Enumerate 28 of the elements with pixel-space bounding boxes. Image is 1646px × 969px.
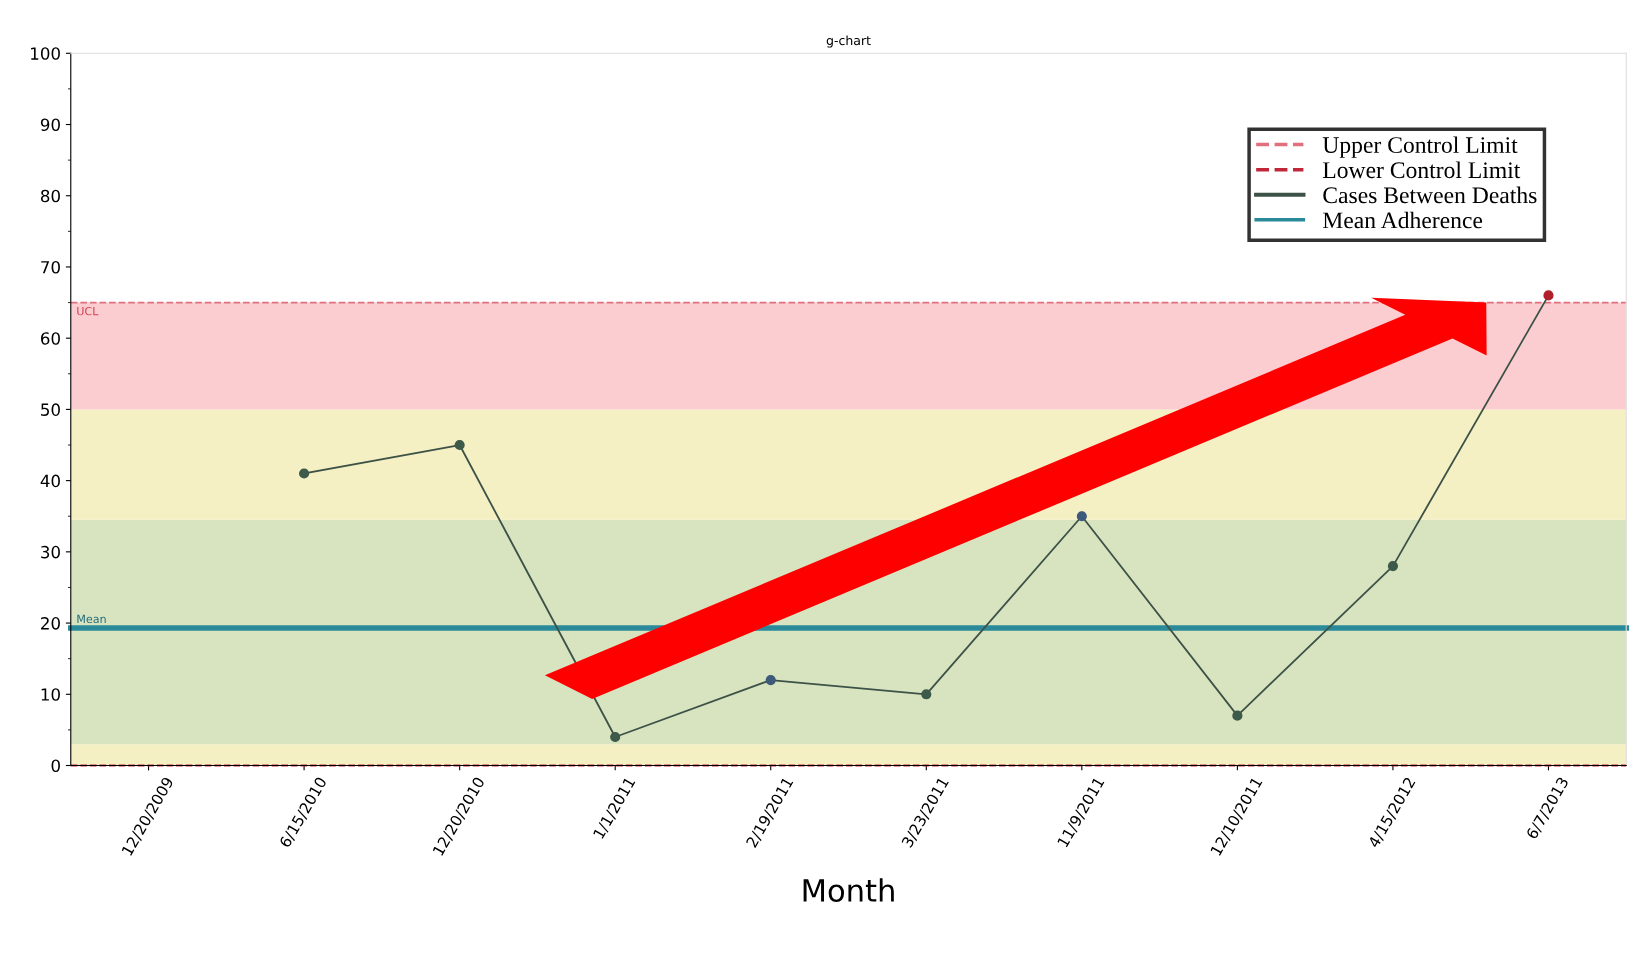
point xyxy=(765,674,776,686)
point xyxy=(1543,290,1554,301)
annotation: UCL xyxy=(77,306,99,316)
y-tick-label: 50 xyxy=(41,403,60,416)
y-tick-label: 60 xyxy=(41,332,60,345)
point xyxy=(299,468,310,479)
y-tick-label: 90 xyxy=(40,118,60,132)
point xyxy=(454,439,465,451)
point xyxy=(921,689,932,700)
annotation: Mean xyxy=(77,614,106,624)
y-tick-label: 10 xyxy=(41,688,60,701)
y-tick-label: 30 xyxy=(41,545,60,559)
x-axis-title: Month xyxy=(803,878,894,902)
legend-label: Mean Adherence xyxy=(1322,211,1483,229)
y-tick-label: 0 xyxy=(51,759,60,773)
y-tick-label: 80 xyxy=(40,189,60,203)
y-tick-label: 40 xyxy=(40,474,60,488)
y-tick-label: 20 xyxy=(41,617,60,630)
legend-label: Upper Control Limit xyxy=(1322,136,1518,158)
legend-label: Lower Control Limit xyxy=(1322,161,1521,179)
y-tick-label: 70 xyxy=(41,260,60,274)
point xyxy=(1076,511,1087,522)
legend-label: Cases Between Deaths xyxy=(1323,186,1537,204)
point xyxy=(1387,561,1399,572)
chart-title: g-chart xyxy=(826,35,871,48)
y-tick-label: 100 xyxy=(31,47,60,60)
point xyxy=(610,731,621,743)
point xyxy=(1232,710,1243,721)
